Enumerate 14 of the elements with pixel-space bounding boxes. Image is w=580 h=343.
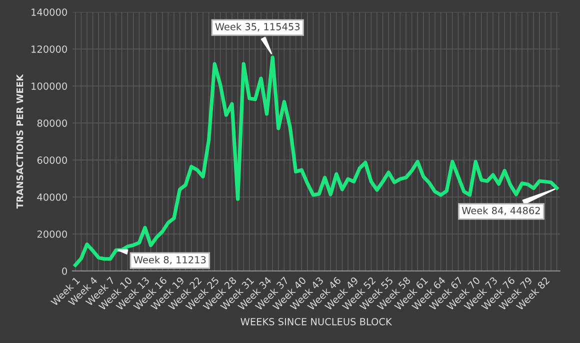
y-tick-label: 140000 [32, 8, 67, 16]
y-tick-label: 40000 [37, 193, 67, 201]
line-series [74, 56, 559, 267]
annotation: Week 84, 44862 [462, 206, 540, 216]
annotation: Week 35, 115453 [215, 22, 300, 32]
y-tick-label: 20000 [37, 230, 67, 238]
x-axis-title: WEEKS SINCE NUCLEUS BLOCK [240, 318, 392, 326]
y-tick-label: 100000 [32, 82, 67, 90]
y-tick-label: 0 [62, 267, 67, 275]
y-axis-title: TRANSACTIONS PER WEEK [16, 74, 24, 209]
annotation: Week 8, 11213 [134, 256, 206, 264]
y-tick-label: 80000 [37, 119, 67, 127]
y-tick-label: 120000 [32, 45, 67, 53]
y-tick-label: 60000 [37, 156, 67, 164]
